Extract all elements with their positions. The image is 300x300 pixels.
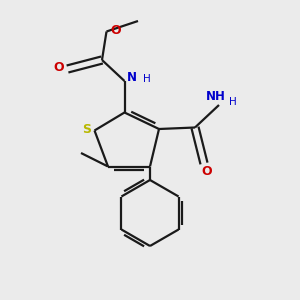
Text: N: N xyxy=(127,71,137,84)
Text: NH: NH xyxy=(206,90,226,103)
Text: O: O xyxy=(202,165,212,178)
Text: O: O xyxy=(54,61,64,74)
Text: S: S xyxy=(82,122,91,136)
Text: H: H xyxy=(229,97,236,107)
Text: O: O xyxy=(110,23,121,37)
Text: H: H xyxy=(143,74,151,85)
